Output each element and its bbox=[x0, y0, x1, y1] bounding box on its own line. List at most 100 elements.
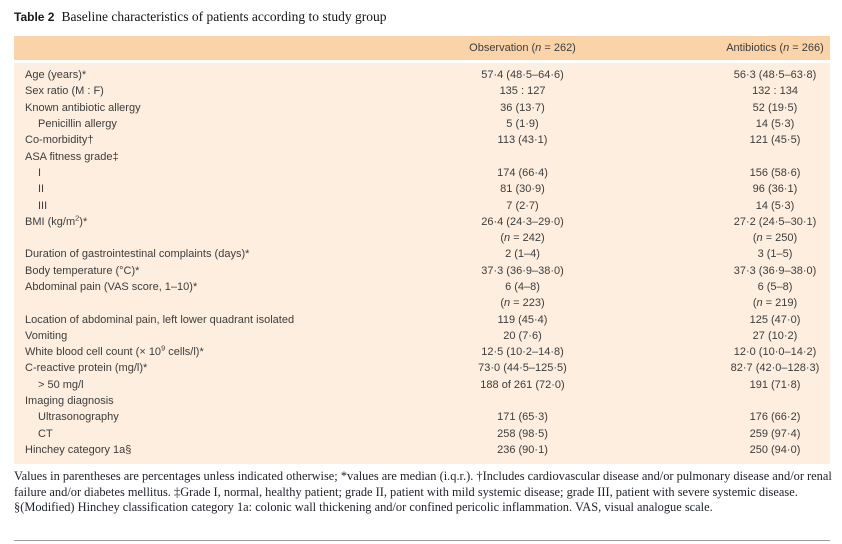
table-row: Penicillin allergy 5 (1·9) 14 (5·3) bbox=[14, 115, 830, 133]
observation-value: (n = 223) bbox=[465, 295, 580, 312]
row-label: Body temperature (°C)* bbox=[14, 262, 465, 279]
spacer-cell bbox=[580, 99, 720, 116]
row-label: Hinchey category 1a§ bbox=[14, 441, 465, 465]
italic-n: n bbox=[503, 232, 511, 245]
italic-n: n bbox=[783, 42, 790, 54]
antibiotics-value: 37·3 (36·9–38·0) bbox=[720, 262, 830, 279]
observation-value: 2 (1–4) bbox=[465, 246, 580, 263]
row-label: Penicillin allergy bbox=[14, 115, 465, 133]
antibiotics-value: 6 (5–8) bbox=[720, 278, 830, 296]
antibiotics-value: 259 (97·4) bbox=[720, 425, 830, 442]
spacer-cell bbox=[580, 262, 720, 279]
antibiotics-value: 27 (10·2) bbox=[720, 327, 830, 345]
row-label: Sex ratio (M : F) bbox=[14, 83, 465, 100]
table-caption: Table 2 Baseline characteristics of patie… bbox=[14, 9, 830, 25]
row-label: Co-morbidity† bbox=[14, 132, 465, 149]
observation-value: 236 (90·1) bbox=[465, 441, 580, 465]
superscript: 2 bbox=[75, 213, 80, 223]
observation-value: 174 (66·4) bbox=[465, 164, 580, 182]
spacer-cell bbox=[580, 425, 720, 442]
antibiotics-value: 82·7 (42·0–128·3) bbox=[720, 360, 830, 377]
table-row: Ultrasonography 171 (65·3) 176 (66·2) bbox=[14, 409, 830, 426]
table-number: Table 2 bbox=[14, 10, 55, 24]
row-label bbox=[14, 229, 465, 247]
antibiotics-value: 56·3 (48·5–63·8) bbox=[720, 61, 830, 84]
baseline-characteristics-table: Observation (n = 262) Antibiotics (n = 2… bbox=[14, 36, 830, 465]
table-row: Body temperature (°C)* 37·3 (36·9–38·0) 37… bbox=[14, 262, 830, 279]
table-row: Hinchey category 1a§ 236 (90·1) 250 (94·0) bbox=[14, 441, 830, 465]
header-row: Observation (n = 262) Antibiotics (n = 2… bbox=[14, 36, 830, 63]
row-label: I bbox=[14, 164, 465, 182]
spacer-cell bbox=[580, 278, 720, 296]
observation-value: 188 of 261 (72·0) bbox=[465, 376, 580, 393]
antibiotics-value bbox=[720, 392, 830, 410]
header-empty-cell bbox=[14, 36, 465, 63]
observation-value: (n = 242) bbox=[465, 229, 580, 247]
spacer-cell bbox=[580, 181, 720, 198]
table-row: Known antibiotic allergy 36 (13·7) 52 (19·… bbox=[14, 99, 830, 116]
spacer-cell bbox=[580, 409, 720, 426]
superscript: 9 bbox=[161, 343, 166, 353]
row-label: ASA fitness grade‡ bbox=[14, 148, 465, 165]
spacer-cell bbox=[580, 132, 720, 149]
spacer-cell bbox=[580, 83, 720, 100]
spacer-cell bbox=[580, 61, 720, 84]
spacer-cell bbox=[580, 197, 720, 214]
observation-value: 36 (13·7) bbox=[465, 99, 580, 116]
row-label bbox=[14, 295, 465, 312]
antibiotics-value: 96 (36·1) bbox=[720, 181, 830, 198]
observation-value bbox=[465, 392, 580, 410]
italic-n: n bbox=[756, 232, 763, 245]
table-row: BMI (kg/m2)* 26·4 (24·3–29·0) 27·2 (24·5–3… bbox=[14, 213, 830, 230]
spacer-cell bbox=[580, 376, 720, 393]
table-footnote: Values in parentheses are percentages un… bbox=[14, 469, 832, 515]
antibiotics-value: 121 (45·5) bbox=[720, 132, 830, 149]
table-row: Imaging diagnosis bbox=[14, 392, 830, 410]
table-row: ASA fitness grade‡ bbox=[14, 148, 830, 165]
table-row: Sex ratio (M : F) 135 : 127 132 : 134 bbox=[14, 83, 830, 100]
observation-value: 135 : 127 bbox=[465, 83, 580, 100]
observation-value: 57·4 (48·5–64·6) bbox=[465, 61, 580, 84]
spacer-cell bbox=[580, 246, 720, 263]
table-row: III 7 (2·7) 14 (5·3) bbox=[14, 197, 830, 214]
observation-value: 113 (43·1) bbox=[465, 132, 580, 149]
spacer-cell bbox=[580, 311, 720, 328]
table-row: CT 258 (98·5) 259 (97·4) bbox=[14, 425, 830, 442]
row-label: Abdominal pain (VAS score, 1–10)* bbox=[14, 278, 465, 296]
observation-value: 37·3 (36·9–38·0) bbox=[465, 262, 580, 279]
antibiotics-value: 250 (94·0) bbox=[720, 441, 830, 465]
row-label: Location of abdominal pain, left lower q… bbox=[14, 311, 465, 328]
antibiotics-value: 14 (5·3) bbox=[720, 115, 830, 133]
table-row: Vomiting 20 (7·6) 27 (10·2) bbox=[14, 327, 830, 345]
antibiotics-value: 125 (47·0) bbox=[720, 311, 830, 328]
antibiotics-value bbox=[720, 148, 830, 165]
table-row: (n = 223) (n = 219) bbox=[14, 295, 830, 312]
spacer-cell bbox=[580, 344, 720, 361]
antibiotics-value: 27·2 (24·5–30·1) bbox=[720, 213, 830, 230]
observation-value: 6 (4–8) bbox=[465, 278, 580, 296]
row-label: > 50 mg/l bbox=[14, 376, 465, 393]
row-label: CT bbox=[14, 425, 465, 442]
observation-value: 258 (98·5) bbox=[465, 425, 580, 442]
table-row: Location of abdominal pain, left lower q… bbox=[14, 311, 830, 328]
observation-value: 119 (45·4) bbox=[465, 311, 580, 328]
spacer-cell bbox=[580, 213, 720, 230]
header-spacer-cell bbox=[580, 36, 720, 63]
spacer-cell bbox=[580, 392, 720, 410]
spacer-cell bbox=[580, 229, 720, 247]
antibiotics-value: 132 : 134 bbox=[720, 83, 830, 100]
observation-value: 5 (1·9) bbox=[465, 115, 580, 133]
observation-value: 73·0 (44·5–125·5) bbox=[465, 360, 580, 377]
table-row: II 81 (30·9) 96 (36·1) bbox=[14, 181, 830, 198]
table-row: C-reactive protein (mg/l)* 73·0 (44·5–125… bbox=[14, 360, 830, 377]
antibiotics-value: 3 (1–5) bbox=[720, 246, 830, 263]
row-label: Imaging diagnosis bbox=[14, 392, 465, 410]
table-row: White blood cell count (× 109 cells/l)* 1… bbox=[14, 343, 830, 361]
observation-value: 7 (2·7) bbox=[465, 197, 580, 214]
row-label: Vomiting bbox=[14, 327, 465, 345]
row-label: C-reactive protein (mg/l)* bbox=[14, 360, 465, 377]
table-row: Co-morbidity† 113 (43·1) 121 (45·5) bbox=[14, 132, 830, 149]
spacer-cell bbox=[580, 360, 720, 377]
antibiotics-value: 14 (5·3) bbox=[720, 197, 830, 214]
